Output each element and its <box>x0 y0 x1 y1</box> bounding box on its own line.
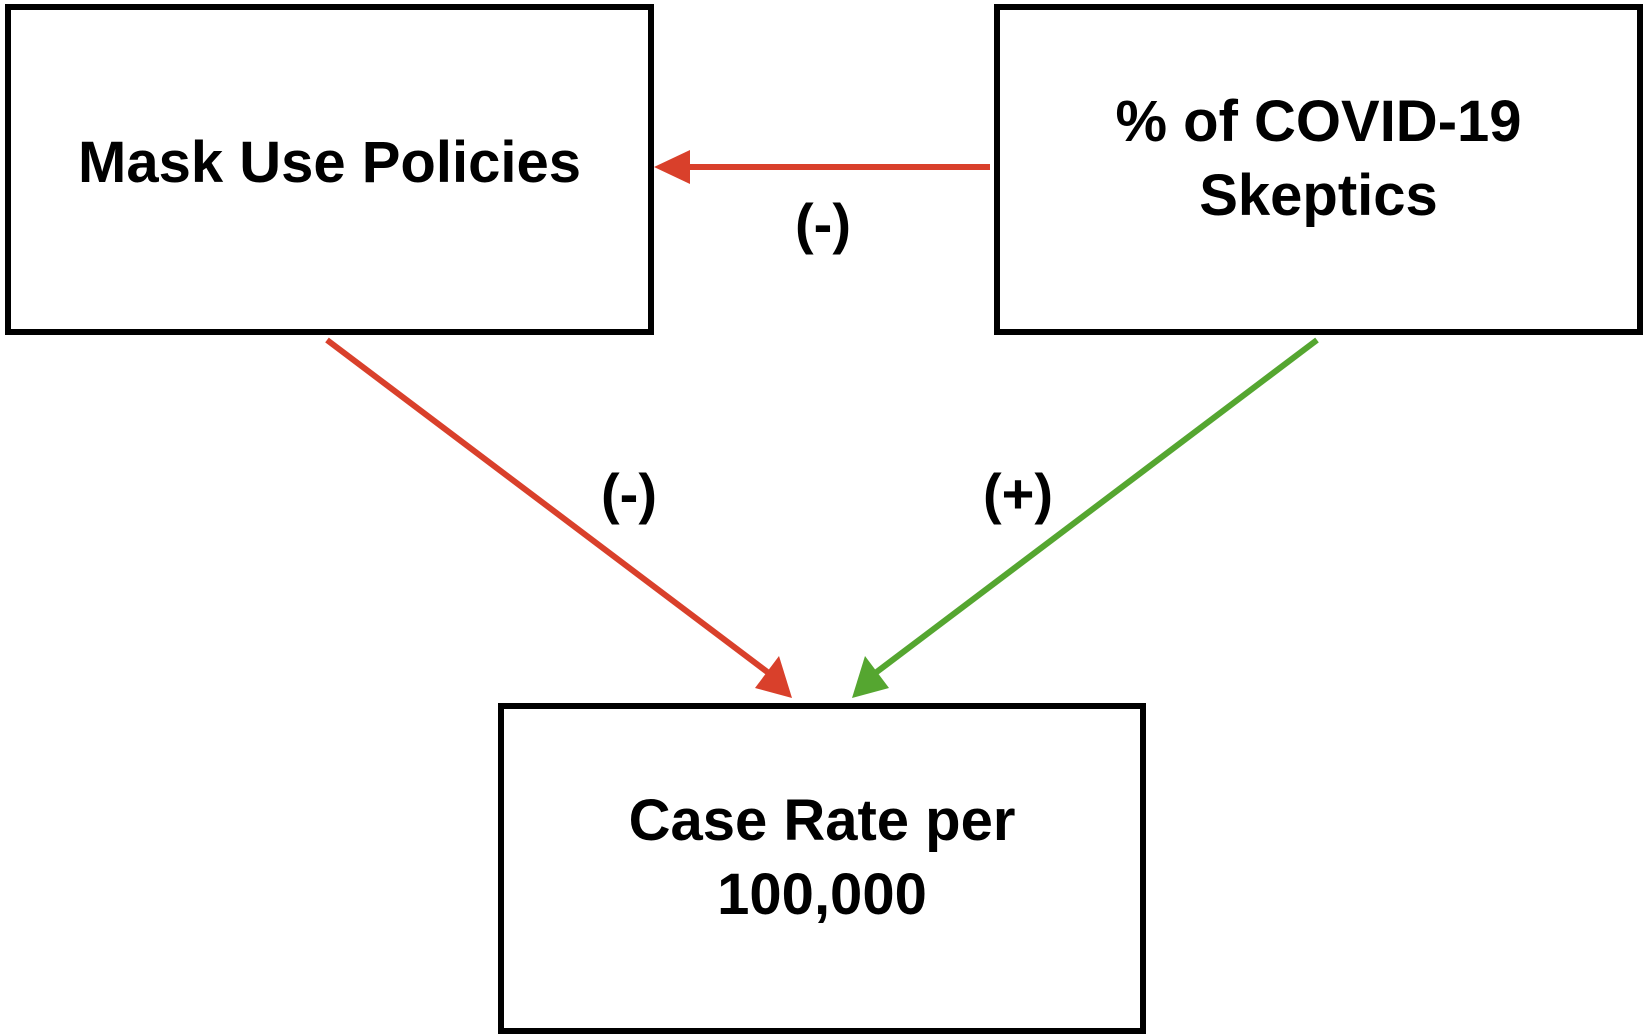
node-label: Mask Use Policies <box>78 129 581 195</box>
arrowhead-skeptics-to-case <box>852 656 889 698</box>
arrowhead-skeptics-to-mask <box>654 150 690 184</box>
edge-sign-label: (+) <box>983 462 1053 525</box>
edge-skeptics-to-case <box>872 337 1319 677</box>
node-label: Case Rate per 100,000 <box>628 787 1016 927</box>
node-mask-use-policies: Mask Use Policies <box>5 4 654 335</box>
arrowhead-mask-to-case <box>755 656 792 698</box>
edge-sign-label: (-) <box>795 192 851 255</box>
node-label: % of COVID-19 Skeptics <box>1115 88 1522 228</box>
node-case-rate: Case Rate per 100,000 <box>498 703 1146 1034</box>
node-covid-skeptics: % of COVID-19 Skeptics <box>994 4 1643 335</box>
edge-mask-to-case <box>325 337 772 677</box>
edge-sign-label: (-) <box>601 462 657 525</box>
